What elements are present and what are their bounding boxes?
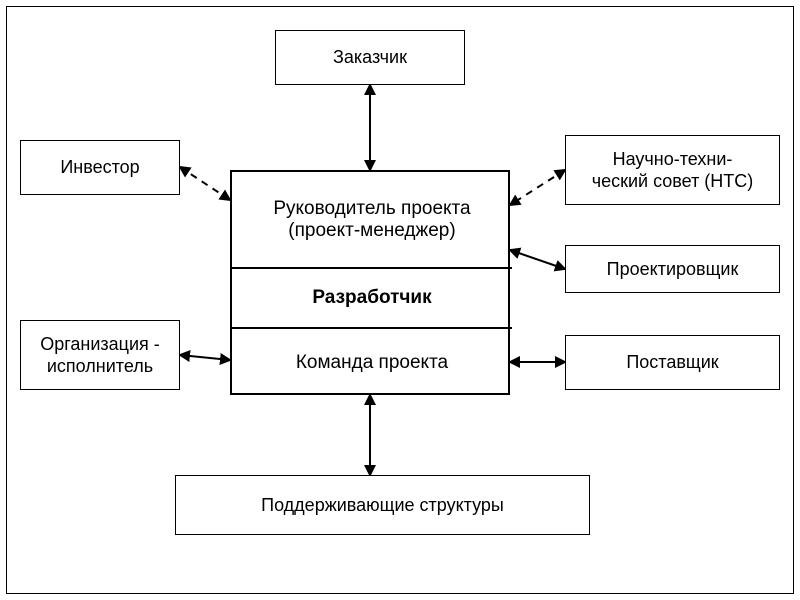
center-group: Руководитель проекта(проект-менеджер) Ра… bbox=[230, 170, 510, 395]
node-nts-label: Научно-техни-ческий совет (НТС) bbox=[592, 148, 754, 193]
center-dev-label: Разработчик bbox=[312, 287, 431, 309]
center-pm-label: Руководитель проекта(проект-менеджер) bbox=[273, 198, 470, 242]
center-team-label: Команда проекта bbox=[296, 352, 448, 374]
center-team: Команда проекта bbox=[232, 327, 512, 397]
node-support: Поддерживающие структуры bbox=[175, 475, 590, 535]
node-designer-label: Проектировщик bbox=[607, 258, 739, 281]
node-customer: Заказчик bbox=[275, 30, 465, 85]
center-dev: Разработчик bbox=[232, 267, 512, 327]
node-supplier-label: Поставщик bbox=[626, 351, 718, 374]
node-nts: Научно-техни-ческий совет (НТС) bbox=[565, 135, 780, 205]
node-support-label: Поддерживающие структуры bbox=[261, 494, 504, 517]
node-orgexec: Организация -исполнитель bbox=[20, 320, 180, 390]
node-designer: Проектировщик bbox=[565, 245, 780, 293]
node-investor: Инвестор bbox=[20, 140, 180, 195]
center-pm: Руководитель проекта(проект-менеджер) bbox=[232, 172, 512, 267]
diagram-stage: Заказчик Инвестор Организация -исполните… bbox=[0, 0, 800, 600]
node-supplier: Поставщик bbox=[565, 335, 780, 390]
node-orgexec-label: Организация -исполнитель bbox=[40, 333, 160, 378]
node-investor-label: Инвестор bbox=[60, 156, 139, 179]
node-customer-label: Заказчик bbox=[333, 46, 407, 69]
